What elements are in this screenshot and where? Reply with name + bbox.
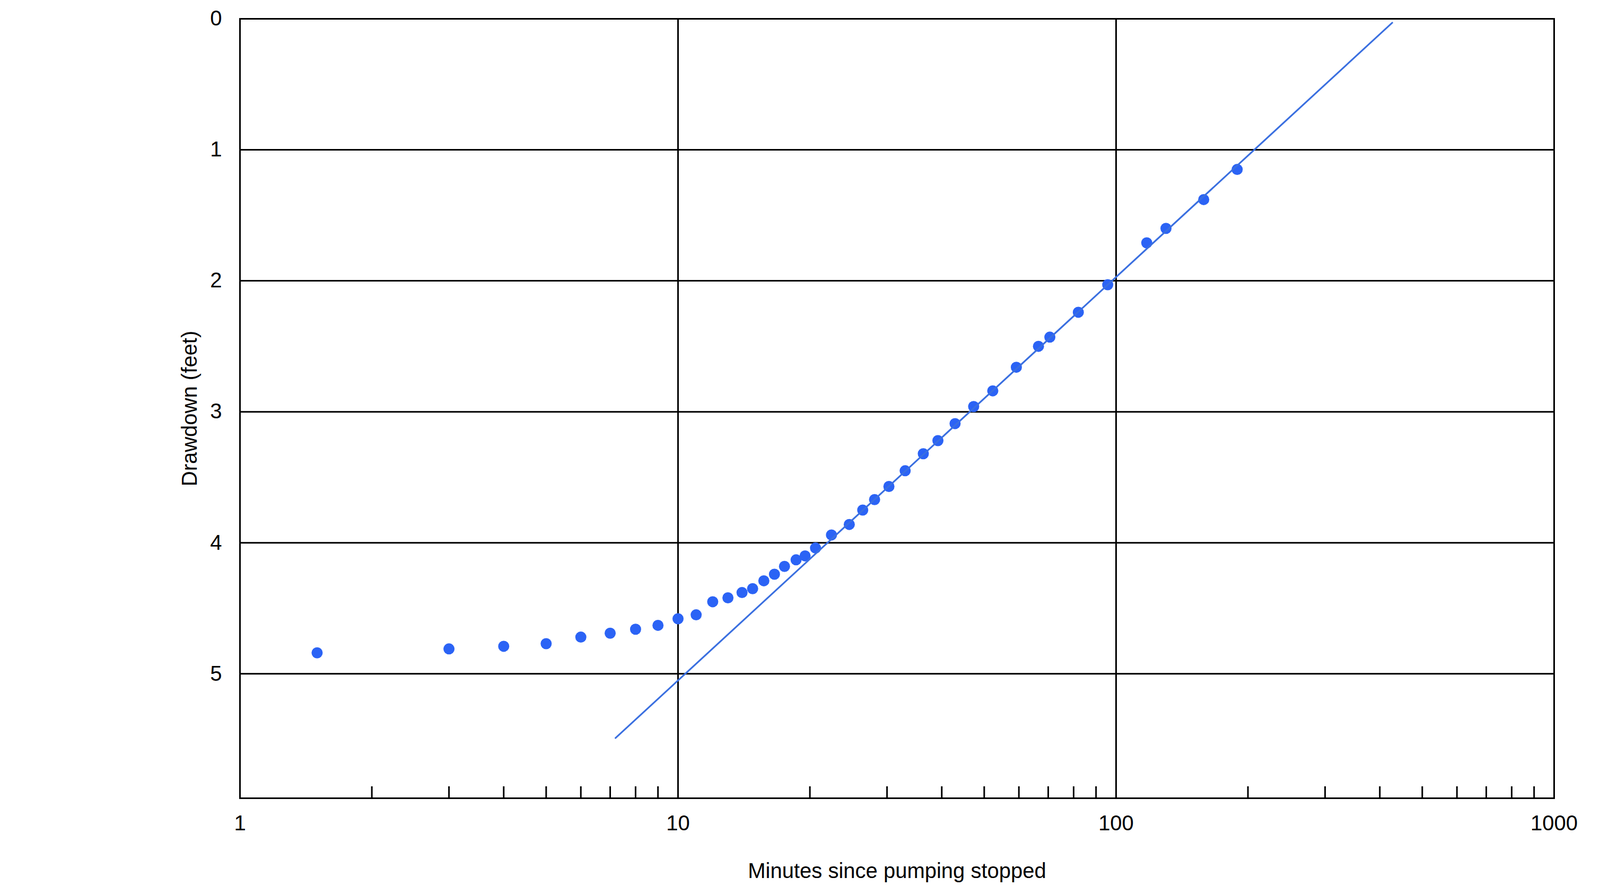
svg-text:0: 0 xyxy=(210,6,222,30)
svg-text:4: 4 xyxy=(210,530,222,555)
svg-text:3: 3 xyxy=(210,399,222,423)
svg-text:1: 1 xyxy=(210,137,222,161)
svg-text:1000: 1000 xyxy=(1530,811,1578,835)
svg-text:1: 1 xyxy=(233,811,246,835)
svg-text:Drawdown (feet): Drawdown (feet) xyxy=(177,330,201,487)
svg-text:5: 5 xyxy=(210,661,222,686)
svg-text:10: 10 xyxy=(666,811,690,835)
svg-text:2: 2 xyxy=(210,268,222,292)
svg-text:100: 100 xyxy=(1098,811,1134,835)
svg-text:Minutes since pumping stopped: Minutes since pumping stopped xyxy=(747,859,1047,883)
